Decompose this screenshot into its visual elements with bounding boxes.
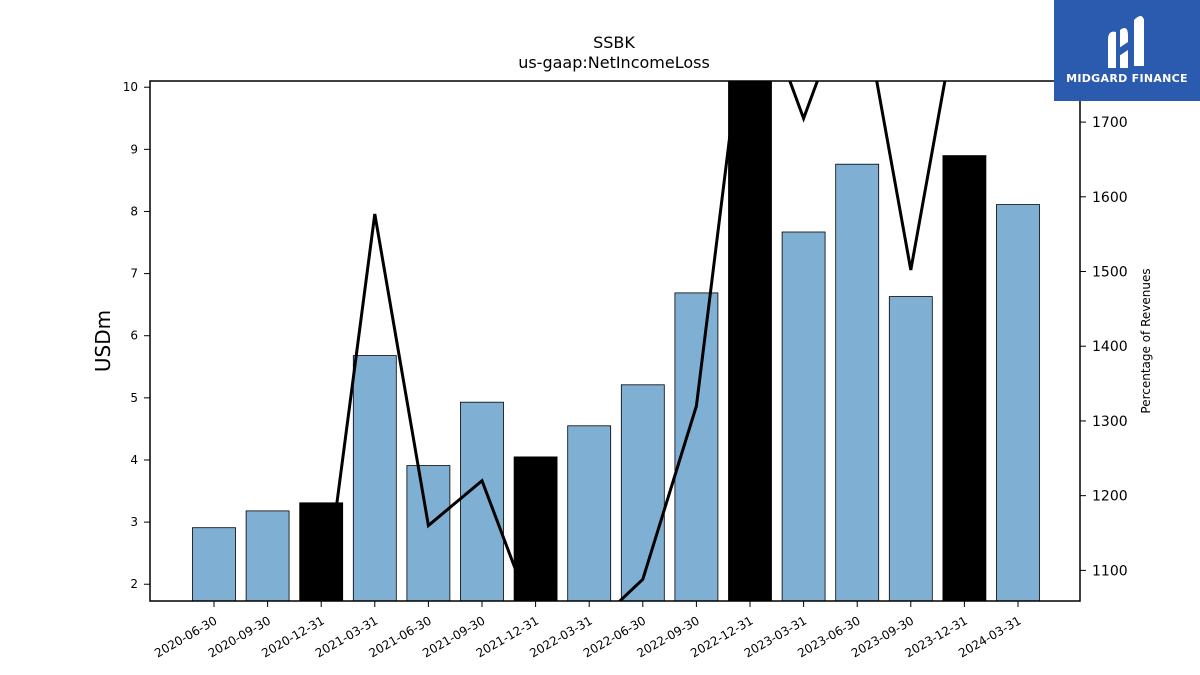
y-left-tick-label: 9 bbox=[130, 142, 138, 156]
plot-frame bbox=[149, 80, 1081, 602]
midgard-finance-logo: MIDGARD FINANCE bbox=[1054, 0, 1200, 101]
y-axis-left-label: USDm bbox=[91, 310, 115, 372]
y-right-tick-label: 1600 bbox=[1092, 190, 1128, 206]
y-left-tick-label: 5 bbox=[130, 391, 138, 405]
y-right-tick-label: 1700 bbox=[1092, 115, 1128, 131]
bar-2024-03-31 bbox=[996, 204, 1040, 601]
y-left-tick-label: 8 bbox=[130, 204, 138, 218]
bar-2020-09-30 bbox=[245, 510, 290, 601]
x-axis: 2020-06-302020-09-302020-12-312021-03-31… bbox=[152, 601, 1024, 660]
logo-mark-icon bbox=[1108, 16, 1144, 68]
y-right-tick-label: 1200 bbox=[1092, 489, 1128, 505]
bar-2023-06-30 bbox=[835, 163, 880, 601]
y-axis-right: 1100 1200 1300 1400 1500 1600 1700 bbox=[1080, 115, 1128, 579]
bar-2020-06-30 bbox=[192, 527, 236, 601]
bar-2021-12-31 bbox=[513, 456, 558, 601]
y-left-tick-label: 6 bbox=[130, 329, 138, 343]
y-left-tick-label: 2 bbox=[130, 577, 138, 591]
y-axis-left: 2 3 4 5 6 7 8 9 10 bbox=[123, 80, 150, 591]
bar-2021-09-30 bbox=[460, 401, 504, 601]
y-left-tick-label: 7 bbox=[130, 267, 138, 281]
bar-2021-03-31 bbox=[352, 355, 397, 601]
bar-2022-03-31 bbox=[567, 425, 612, 601]
y-right-tick-label: 1100 bbox=[1092, 563, 1128, 579]
y-axis-right-label: Percentage of Revenues bbox=[1139, 268, 1153, 413]
y-right-tick-label: 1500 bbox=[1092, 265, 1128, 281]
chart-title: SSBK bbox=[593, 33, 635, 52]
bar-2023-12-31 bbox=[942, 155, 987, 601]
bar-2023-03-31 bbox=[781, 231, 826, 601]
y-right-tick-label: 1400 bbox=[1092, 339, 1128, 355]
y-left-tick-label: 10 bbox=[123, 80, 138, 94]
bar-2023-09-30 bbox=[888, 296, 933, 601]
bar-2022-09-30 bbox=[674, 292, 719, 601]
y-left-tick-label: 4 bbox=[130, 453, 138, 467]
bar-2021-06-30 bbox=[406, 465, 451, 601]
line-group bbox=[322, 81, 1018, 601]
line-percentage-of-revenues bbox=[322, 81, 1018, 601]
chart-subtitle: us-gaap:NetIncomeLoss bbox=[518, 53, 710, 72]
bar-2022-06-30 bbox=[620, 384, 665, 601]
y-left-tick-label: 3 bbox=[130, 515, 138, 529]
logo-text: MIDGARD FINANCE bbox=[1066, 72, 1188, 85]
y-right-tick-label: 1300 bbox=[1092, 414, 1128, 430]
bar-2022-12-31 bbox=[728, 81, 772, 601]
bar-group bbox=[192, 81, 1040, 601]
